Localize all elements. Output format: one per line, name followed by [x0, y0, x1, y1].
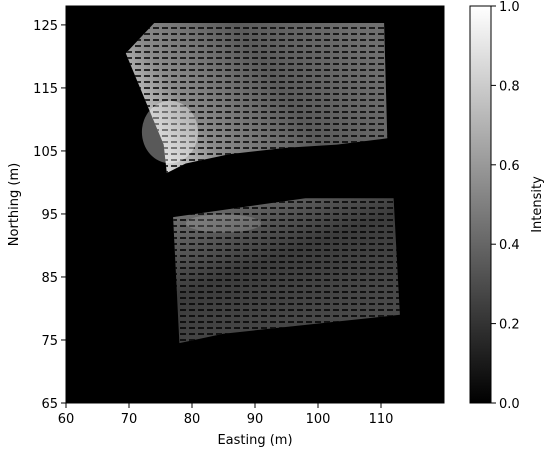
x-tick-label: 80	[184, 412, 201, 427]
y-tick-label: 115	[33, 82, 58, 97]
bright-area	[141, 100, 198, 164]
plot-area	[65, 5, 445, 404]
colorbar-tick-label: 0.6	[499, 159, 520, 174]
colorbar-ticks: 0.0 0.2 0.4 0.6 0.8 1.0	[491, 0, 520, 412]
y-axis-label: Northing (m)	[7, 163, 22, 246]
colorbar-tick-label: 0.0	[499, 397, 520, 412]
colorbar-tick-label: 1.0	[499, 0, 520, 15]
colorbar-label: Intensity	[530, 176, 545, 233]
y-axis-ticks: 65 75 85 95 105 115 125	[33, 19, 66, 412]
y-tick-label: 85	[41, 271, 58, 286]
y-tick-label: 105	[33, 145, 58, 160]
colorbar-tick-label: 0.8	[499, 79, 520, 94]
x-tick-label: 60	[58, 412, 75, 427]
y-tick-label: 75	[41, 334, 58, 349]
x-axis-ticks: 60 70 80 90 100 110	[58, 403, 394, 427]
x-tick-label: 70	[121, 412, 138, 427]
y-tick-label: 95	[41, 208, 58, 223]
heatmap-region-texture	[173, 198, 400, 344]
bright-area	[186, 214, 261, 233]
y-tick-label: 65	[41, 397, 58, 412]
x-axis-label: Easting (m)	[217, 433, 292, 448]
x-tick-label: 90	[247, 412, 264, 427]
y-tick-label: 125	[33, 19, 58, 34]
colorbar-gradient	[469, 5, 492, 404]
x-tick-label: 110	[369, 412, 394, 427]
colorbar: 0.0 0.2 0.4 0.6 0.8 1.0 Intensity	[469, 0, 545, 412]
x-tick-label: 100	[306, 412, 331, 427]
heatmap-regions	[125, 23, 400, 344]
heatmap-region-texture	[125, 23, 388, 173]
colorbar-tick-label: 0.4	[499, 238, 520, 253]
colorbar-tick-label: 0.2	[499, 318, 520, 333]
